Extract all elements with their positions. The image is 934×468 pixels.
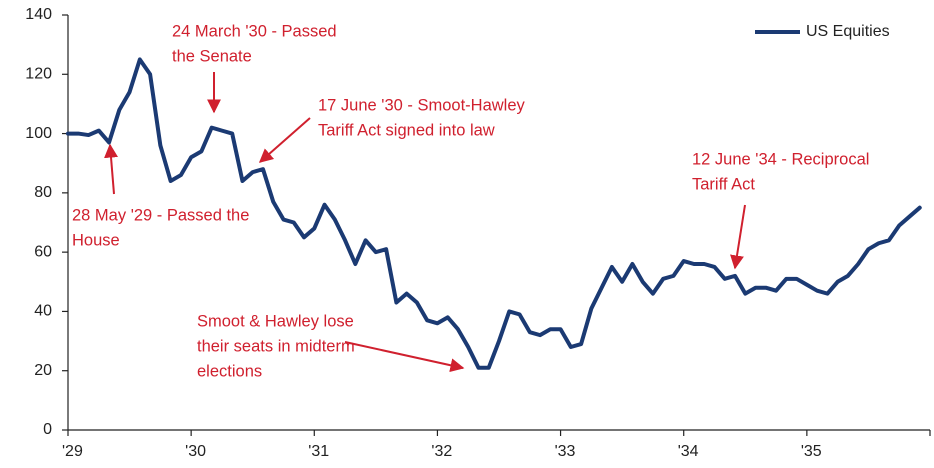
annotation: 12 June '34 - Reciprocal bbox=[692, 150, 869, 168]
y-tick-label: 140 bbox=[25, 6, 52, 23]
annotation: Tariff Act signed into law bbox=[318, 121, 495, 139]
annotation: Smoot & Hawley lose bbox=[197, 312, 354, 330]
annotation: their seats in midterm bbox=[197, 337, 355, 355]
x-tick-label: '32 bbox=[431, 443, 452, 460]
annotation: elections bbox=[197, 362, 262, 380]
annotation: 24 March '30 - Passed bbox=[172, 22, 337, 40]
x-tick-label: '29 bbox=[62, 443, 83, 460]
x-tick-label: '33 bbox=[555, 443, 576, 460]
y-tick-label: 60 bbox=[34, 243, 52, 260]
y-tick-label: 40 bbox=[34, 303, 52, 320]
y-tick-label: 120 bbox=[25, 66, 52, 83]
y-tick-label: 100 bbox=[25, 125, 52, 142]
arrow bbox=[344, 341, 465, 373]
legend-label: US Equities bbox=[806, 23, 890, 40]
annotation: the Senate bbox=[172, 47, 252, 65]
arrow bbox=[258, 117, 311, 163]
annotation: Tariff Act bbox=[692, 175, 755, 193]
y-tick-label: 80 bbox=[34, 184, 52, 201]
x-tick-label: '30 bbox=[185, 443, 206, 460]
arrow bbox=[730, 204, 746, 270]
arrow bbox=[104, 143, 119, 195]
y-tick-label: 0 bbox=[43, 421, 52, 438]
x-tick-label: '35 bbox=[801, 443, 822, 460]
x-tick-label: '31 bbox=[308, 443, 329, 460]
x-tick-label: '34 bbox=[678, 443, 699, 460]
annotation: 17 June '30 - Smoot-Hawley bbox=[318, 96, 525, 114]
data-line bbox=[66, 57, 922, 370]
annotation: House bbox=[72, 231, 120, 249]
annotation: 28 May '29 - Passed the bbox=[72, 206, 249, 224]
y-tick-label: 20 bbox=[34, 362, 52, 379]
